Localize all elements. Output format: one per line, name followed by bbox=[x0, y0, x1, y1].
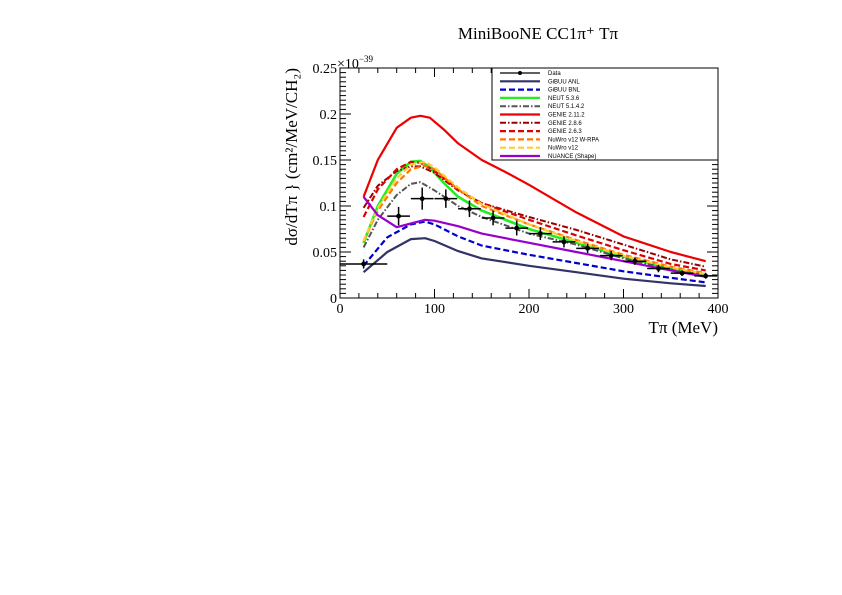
exponent-power-text: −39 bbox=[359, 54, 374, 64]
exponent-base-text: ×10 bbox=[337, 57, 359, 72]
legend-label: NEUT 5.1.4.2 bbox=[548, 104, 585, 110]
legend-label: NuWro v12 W-RPA bbox=[548, 137, 599, 143]
legend-label: GENIE 2.6.3 bbox=[548, 129, 582, 135]
data-point bbox=[608, 253, 614, 259]
data-point bbox=[490, 215, 496, 221]
data-point bbox=[467, 206, 472, 212]
series-line bbox=[362, 164, 706, 275]
legend-label: GiBUU ANL bbox=[548, 79, 580, 85]
series-line bbox=[362, 181, 706, 276]
legend-label: Data bbox=[548, 71, 561, 77]
data-point bbox=[656, 266, 661, 271]
series-line bbox=[362, 114, 706, 263]
data-point bbox=[396, 213, 401, 219]
x-tick-label: 300 bbox=[613, 302, 634, 317]
series-line bbox=[362, 160, 706, 272]
legend: Data GiBUU ANL GiBUU BNL NEUT 5.3.6 NEUT 5.1… bbox=[491, 67, 719, 161]
y-tick-label: 0 bbox=[330, 292, 337, 307]
legend-label: NuWro v12 bbox=[548, 146, 579, 152]
y-tick-label: 0.25 bbox=[313, 62, 338, 77]
legend-label: GiBUU BNL bbox=[548, 88, 581, 94]
x-tick-label: 0 bbox=[337, 302, 344, 317]
series-line bbox=[362, 165, 706, 268]
legend-marker bbox=[518, 71, 522, 75]
data-points bbox=[340, 187, 718, 279]
y-tick-label: 0.15 bbox=[313, 154, 338, 169]
data-point bbox=[703, 273, 709, 279]
legend-label: NUANCE (Shape) bbox=[548, 154, 596, 160]
series-line bbox=[362, 160, 706, 276]
data-point bbox=[443, 196, 449, 202]
data-point bbox=[537, 231, 543, 237]
chart-title: MiniBooNE CC1π⁺ Tπ bbox=[458, 24, 619, 43]
x-tick-label: 100 bbox=[424, 302, 445, 317]
data-point bbox=[679, 270, 685, 276]
y-exponent-base: ×10−39 bbox=[337, 54, 373, 72]
legend-label: NEUT 5.3.6 bbox=[548, 96, 580, 102]
y-tick-label: 0.1 bbox=[320, 200, 338, 215]
legend-label: GENIE 2.8.6 bbox=[548, 121, 582, 127]
data-point bbox=[514, 225, 520, 231]
x-tick-label: 200 bbox=[519, 302, 540, 317]
x-tick-label: 400 bbox=[708, 302, 729, 317]
y-tick-label: 0.2 bbox=[320, 108, 338, 123]
series-line bbox=[362, 237, 706, 288]
data-point bbox=[361, 261, 367, 267]
y-axis-title: dσ/dTπ } (cm²/MeV/CH₂) bbox=[282, 68, 301, 246]
data-point bbox=[561, 239, 567, 245]
series-lines bbox=[362, 114, 706, 288]
series-line bbox=[362, 220, 706, 284]
legend-label: GENIE 2.11.2 bbox=[548, 113, 585, 119]
data-point bbox=[585, 245, 590, 251]
data-point bbox=[632, 258, 638, 264]
x-axis-title: Tπ (MeV) bbox=[649, 318, 718, 337]
data-point bbox=[419, 196, 425, 202]
y-tick-label: 0.05 bbox=[313, 246, 338, 261]
